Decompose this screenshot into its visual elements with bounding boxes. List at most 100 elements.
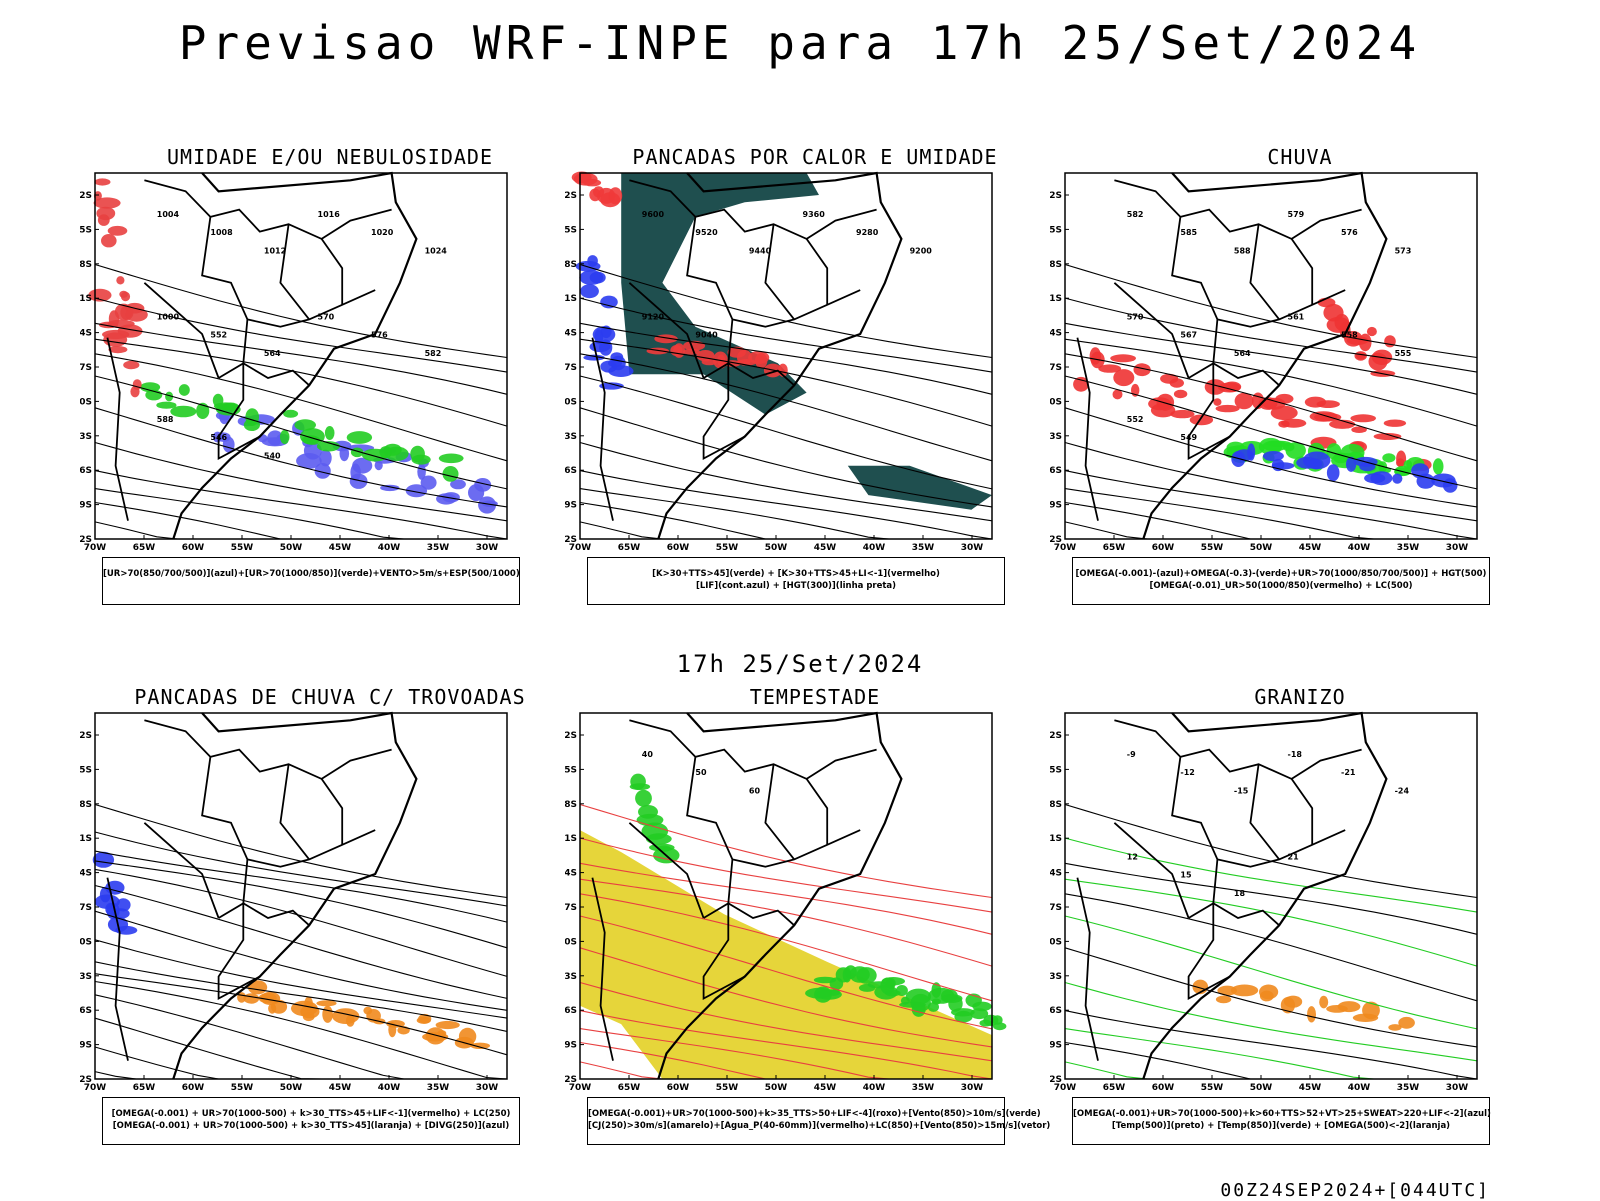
mid-title: 17h 25/Set/2024 — [676, 650, 924, 678]
rain-blue-band-cell — [1442, 478, 1458, 493]
rain-red-band-cell — [1204, 379, 1226, 395]
humidity-red-west-cell — [132, 379, 142, 390]
lon-label: 65W — [1103, 1083, 1126, 1093]
lon-label: 30W — [476, 543, 499, 553]
map-tempestade: 40 50 60 12S 15S 18S 21S 24S 27S 30S 33S 36S 39S 42S7… — [565, 711, 1007, 1093]
divergence-blue-west-cell — [116, 898, 131, 912]
storm-orange-cells-cell — [258, 993, 277, 1004]
coastline — [172, 711, 418, 1080]
legend-line: [CJ(250)>30m/s](amarelo)+[Agua_P(40-60mm… — [588, 1121, 1051, 1131]
lon-label: 60W — [667, 1083, 690, 1093]
lon-label: 50W — [1250, 543, 1273, 553]
contour-label: 567 — [1180, 331, 1197, 340]
state-border — [106, 877, 129, 1061]
humidity-green-band-cell — [243, 419, 260, 431]
lon-label: 40W — [378, 543, 401, 553]
contour-line — [579, 353, 993, 462]
lon-label: 40W — [378, 1083, 401, 1093]
hail-orange-cells-cell — [1337, 1001, 1361, 1013]
lat-label: 15S — [1050, 225, 1062, 235]
contour-line — [94, 860, 508, 949]
contour-label: 576 — [371, 331, 388, 340]
lon-label: 35W — [1397, 543, 1420, 553]
contour-label: 1024 — [425, 247, 448, 256]
lat-label: 12S — [1050, 191, 1062, 201]
map-pancadas-calor: 9600 9520 9440 9360 9280 9200 9120 9040 12S 15S 18… — [565, 171, 993, 553]
rain-red-band-cell — [1373, 433, 1402, 440]
legend-line: [OMEGA(-0.01)_UR>50(1000/850)(vermelho) … — [1149, 581, 1413, 591]
contour-line — [1064, 338, 1478, 427]
contour-label: 555 — [1395, 349, 1412, 358]
contour-label: 9520 — [695, 228, 718, 237]
lat-label: 18S — [565, 260, 577, 270]
lon-label: 55W — [231, 543, 254, 553]
contour-line — [579, 521, 992, 540]
contour-line — [94, 322, 508, 395]
wind-green-band — [805, 965, 1007, 1031]
panel-title: GRANIZO — [1254, 685, 1346, 709]
humidity-blue-band-cell — [339, 446, 350, 462]
lon-label: 40W — [863, 543, 886, 553]
lat-label: 42S — [565, 535, 577, 545]
rain-red-band-cell — [1351, 426, 1367, 433]
contour-label: 588 — [157, 415, 174, 424]
contour-line — [579, 878, 993, 967]
panel-umidade: UMIDADE E/OU NEBULOSIDADE 1004 1008 1012 10… — [80, 145, 580, 625]
contour-line — [1064, 488, 1477, 540]
state-border — [1171, 216, 1346, 328]
hail-orange-cells-cell — [1215, 995, 1232, 1004]
panel-title: PANCADAS POR CALOR E UMIDADE — [632, 145, 998, 169]
wind-green-band-cell — [881, 977, 905, 986]
state-border — [686, 216, 861, 328]
state-border — [1114, 179, 1362, 240]
contour-line — [94, 338, 508, 427]
humidity-green-band-cell — [316, 441, 340, 452]
lon-label: 55W — [716, 1083, 739, 1093]
rain-green-band-cell — [1432, 458, 1444, 475]
rain-red-band-cell — [1170, 409, 1195, 419]
lon-label: 70W — [84, 1083, 107, 1093]
hail-orange-cells-cell — [1230, 984, 1259, 997]
lon-label: 55W — [1201, 543, 1224, 553]
lon-label: 50W — [280, 543, 303, 553]
legend-line: [LIF](cont.azul) + [HGT(300)](linha pret… — [695, 581, 897, 591]
panel-title: TEMPESTADE — [749, 685, 881, 709]
map-umidade: 1004 1008 1012 1016 1020 1024 1000 552 564 570 576… — [80, 171, 508, 553]
wind-green-band-cell — [992, 1015, 1003, 1025]
state-border — [764, 224, 795, 320]
hail-orange-cells-cell — [1398, 1016, 1415, 1029]
lat-label: 27S — [565, 363, 577, 373]
contour-line — [1064, 297, 1478, 373]
storm-orange-cells-cell — [243, 993, 260, 1004]
wind-green-north-cell — [645, 833, 672, 845]
lat-label: 33S — [80, 432, 92, 442]
wind-green-band-cell — [849, 966, 870, 983]
lon-label: 45W — [1299, 543, 1322, 553]
contour-line — [1064, 915, 1478, 1030]
contour-label: 60 — [749, 787, 761, 796]
contour-line — [94, 1046, 507, 1080]
legend-box: [OMEGA(-0.001)+UR>70(1000-500)+k>35_TTS>… — [587, 1097, 1051, 1145]
state-border — [1249, 224, 1280, 320]
contour-line — [94, 910, 508, 1011]
instability-teal-south — [847, 465, 992, 510]
lon-label: 55W — [1201, 1083, 1224, 1093]
rain-red-band-cell — [1133, 363, 1151, 377]
contour-label: 1008 — [210, 228, 233, 237]
state-border — [727, 319, 795, 386]
lon-label: 35W — [427, 543, 450, 553]
contour-label: 552 — [1127, 415, 1144, 424]
lat-label: 33S — [1050, 972, 1062, 982]
lon-label: 70W — [1054, 543, 1077, 553]
lon-label: 55W — [231, 1083, 254, 1093]
legend-box: [OMEGA(-0.001)-(azul)+OMEGA(-0.3)-(verde… — [1072, 557, 1490, 605]
lat-label: 27S — [80, 903, 92, 913]
lon-label: 30W — [961, 1083, 984, 1093]
rain-green-band-cell — [1282, 442, 1295, 452]
storm-orange-cells-cell — [470, 1042, 490, 1049]
lon-label: 35W — [1397, 1083, 1420, 1093]
contour-label: 9200 — [910, 247, 933, 256]
rain-red-band-cell — [1112, 389, 1123, 400]
panel-granizo: GRANIZO -9 -12 -15 -18 -21 -24 12 15 18 21 12S 15S 1… — [1050, 685, 1550, 1165]
contour-line — [579, 1010, 993, 1080]
